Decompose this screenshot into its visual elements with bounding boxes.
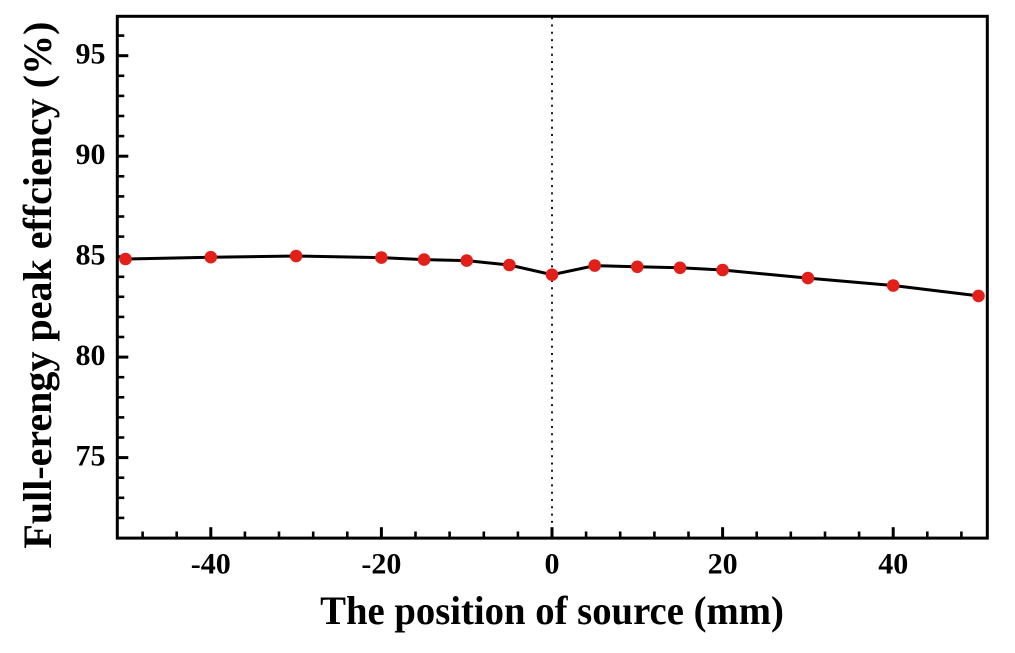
- svg-text:The position of source (mm): The position of source (mm): [320, 588, 784, 633]
- svg-text:20: 20: [708, 548, 738, 581]
- svg-text:90: 90: [76, 138, 106, 171]
- svg-text:85: 85: [76, 239, 106, 272]
- svg-text:95: 95: [76, 38, 106, 71]
- svg-text:-20: -20: [361, 548, 401, 581]
- svg-text:0: 0: [545, 548, 560, 581]
- svg-text:40: 40: [878, 548, 908, 581]
- svg-text:Full-erengy peak effciency (%): Full-erengy peak effciency (%): [15, 22, 60, 549]
- svg-text:75: 75: [76, 440, 106, 473]
- svg-text:-40: -40: [191, 548, 231, 581]
- svg-text:80: 80: [76, 339, 106, 372]
